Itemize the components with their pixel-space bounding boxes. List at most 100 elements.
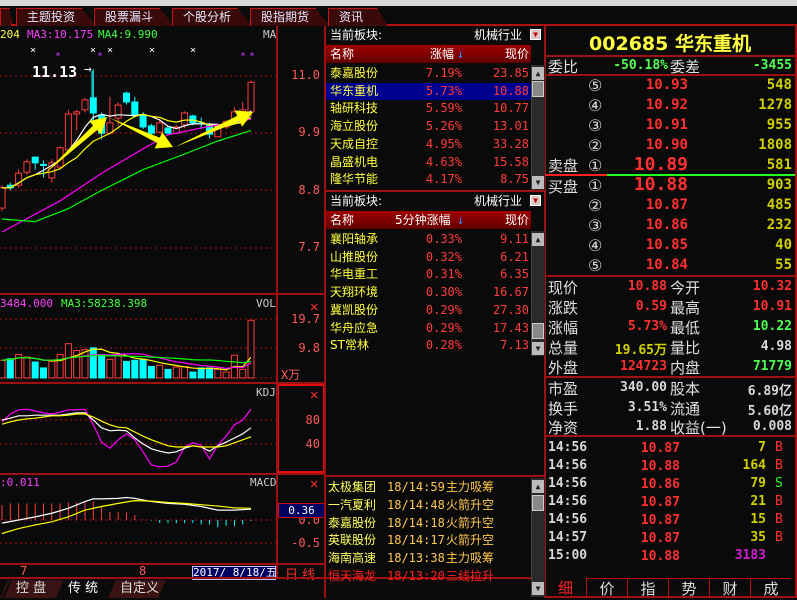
volume-bar	[56, 354, 64, 379]
level-icon: ②	[588, 136, 603, 155]
scroll-down-icon[interactable]: ▼	[532, 582, 544, 595]
col-price: 现价	[505, 213, 530, 227]
signal-stock[interactable]: 恒天海龙	[328, 569, 377, 583]
kdj-j-line	[1, 408, 252, 468]
stat-value: 10.32	[752, 279, 792, 294]
close-kdj-icon[interactable]: ✕	[310, 387, 319, 403]
signal-stock[interactable]: 太极集团	[328, 480, 377, 494]
volume-bar	[189, 371, 197, 379]
col-change[interactable]: 涨幅	[430, 47, 455, 61]
candle-body	[0, 187, 6, 209]
quote-tab[interactable]: 价	[586, 578, 627, 598]
trade-volume: 35	[750, 530, 766, 545]
stock-name[interactable]: 晶盛机电	[330, 154, 379, 169]
signal-type: 火箭升空	[446, 533, 495, 548]
trade-time: 14:57	[548, 530, 588, 545]
trade-time: 14:56	[548, 440, 588, 455]
stock-name[interactable]: 华电重工	[330, 267, 379, 282]
weibi-value: -50.18%	[613, 58, 668, 73]
stock-name[interactable]: 天成自控	[330, 136, 379, 151]
sector-dropdown-icon[interactable]: ▼	[530, 29, 541, 40]
top-tab[interactable]: 资讯	[328, 8, 388, 26]
date-tick: 8	[139, 564, 147, 578]
stock-change: 5.59%	[425, 101, 462, 116]
scroll-thumb[interactable]	[532, 495, 544, 511]
scroll-up-icon[interactable]: ▲	[532, 233, 544, 246]
order-volume: 548	[766, 77, 792, 93]
bottom-tab-chuantong[interactable]: 传 统	[56, 580, 116, 598]
ma4-legend: MA4:9.990	[98, 28, 158, 41]
stock-change: 0.28%	[425, 338, 462, 353]
sector-name[interactable]: 机械行业	[474, 28, 523, 42]
stock-name[interactable]: 轴研科技	[330, 101, 379, 116]
bottom-tab-kongpan[interactable]: 控 盘	[4, 580, 64, 598]
kdj-tick: 40	[305, 437, 320, 451]
col-change[interactable]: 5分钟涨幅	[395, 213, 451, 227]
top-tab[interactable]: 股票漏斗	[94, 8, 174, 26]
divider	[0, 563, 325, 565]
stock-name[interactable]: 天翔环境	[330, 285, 379, 300]
level-icon: ③	[588, 216, 603, 235]
signal-stock[interactable]: 海南高速	[328, 551, 377, 566]
stock-name[interactable]: 泰嘉股份	[330, 66, 379, 80]
candle-body	[189, 115, 197, 124]
bottom-tab-zidingyi[interactable]: 自定义	[108, 580, 166, 598]
quote-tab[interactable]: 势	[668, 578, 709, 598]
weicha-label: 委差	[670, 58, 701, 76]
signal-time: 18/13:20	[387, 569, 445, 583]
fund-label: 净资	[548, 419, 579, 437]
stock-price: 33.28	[492, 136, 529, 151]
stock-price: 8.75	[500, 172, 529, 187]
scroll-down-icon[interactable]: ▼	[532, 176, 544, 189]
volume-bar	[64, 343, 72, 379]
candle-body	[139, 114, 147, 128]
scroll-up-icon[interactable]: ▲	[532, 480, 544, 493]
top-tab[interactable]: 个股分析	[172, 8, 252, 26]
scroll-thumb[interactable]	[532, 323, 544, 339]
signal-star-icon: *	[249, 51, 255, 62]
sector-dropdown-icon[interactable]: ▼	[530, 195, 541, 206]
volume-bar	[247, 319, 255, 379]
quote-tab[interactable]: 指	[627, 578, 668, 598]
stock-name[interactable]: 襄阳轴承	[330, 232, 379, 246]
bottom-tab-partial[interactable]	[0, 580, 10, 598]
quote-tab[interactable]: 财	[709, 578, 750, 598]
stock-name[interactable]: ST常林	[330, 338, 369, 353]
stock-name[interactable]: 华舟应急	[330, 320, 379, 335]
signal-time: 18/14:48	[387, 497, 445, 512]
stock-name[interactable]: 山推股份	[330, 249, 379, 264]
top-tab[interactable]: 主题投资	[16, 8, 96, 26]
period-selector[interactable]: 日 线	[285, 568, 316, 583]
close-vol-icon[interactable]: ✕	[310, 299, 319, 315]
candle-body	[23, 161, 31, 173]
kdj-k-line	[1, 412, 252, 454]
candle-body	[15, 172, 23, 186]
stock-price: 16.67	[492, 285, 529, 300]
price-tick: 7.7	[298, 240, 320, 254]
volume-bar	[214, 368, 222, 379]
ma60-line	[1, 130, 252, 223]
fund-value: 340.00	[620, 380, 667, 395]
signal-stock[interactable]: 英联股份	[328, 533, 377, 548]
scroll-thumb[interactable]	[532, 81, 544, 97]
fund-value: 0.008	[752, 419, 792, 434]
stock-name[interactable]: 冀凯股份	[330, 302, 379, 317]
stock-change: 0.33%	[425, 232, 462, 246]
vol-ma20-line	[1, 354, 252, 364]
vol-legend-partial: 3484.000	[0, 297, 53, 310]
signal-stock[interactable]: 泰嘉股份	[328, 515, 377, 530]
scroll-up-icon[interactable]: ▲	[532, 67, 544, 80]
close-macd-icon[interactable]: ✕	[310, 476, 319, 492]
scroll-down-icon[interactable]: ▼	[532, 342, 544, 355]
signal-stock[interactable]: 一汽夏利	[328, 497, 377, 512]
sector-name[interactable]: 机械行业	[474, 194, 523, 208]
stock-name[interactable]: 华东重机	[330, 83, 379, 98]
quote-tab[interactable]: 细	[557, 579, 573, 597]
quote-tab[interactable]: 成	[750, 578, 791, 598]
trade-price: 10.87	[640, 441, 680, 456]
stock-name[interactable]: 海立股份	[330, 119, 379, 134]
stock-name[interactable]: 隆华节能	[330, 172, 379, 187]
stock-price: 10.88	[492, 83, 529, 98]
top-tab[interactable]: 股指期货	[250, 8, 330, 26]
stock-price: 7.13	[500, 338, 529, 353]
